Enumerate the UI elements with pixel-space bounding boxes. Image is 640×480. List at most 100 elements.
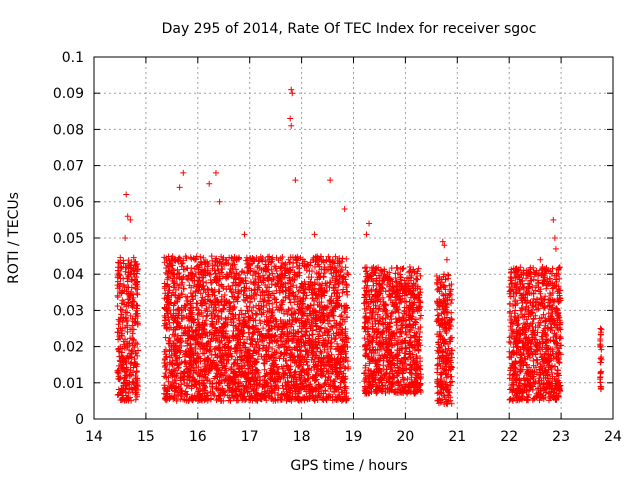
data-point — [116, 272, 123, 279]
data-point — [311, 231, 318, 238]
data-point — [184, 294, 191, 301]
data-point — [129, 378, 136, 385]
data-point — [334, 294, 341, 301]
data-point — [128, 354, 135, 361]
data-point — [207, 343, 214, 350]
data-point — [203, 313, 210, 320]
data-point — [176, 184, 183, 191]
data-point — [123, 317, 130, 324]
data-point — [414, 276, 421, 283]
data-point — [189, 293, 196, 300]
data-point — [128, 335, 135, 342]
data-point — [115, 259, 122, 266]
data-point — [114, 302, 121, 309]
data-point — [126, 346, 133, 353]
data-point — [121, 341, 128, 348]
data-point — [131, 270, 138, 277]
data-point — [327, 177, 334, 184]
data-point — [128, 326, 135, 333]
data-point — [243, 303, 250, 310]
data-point — [123, 372, 130, 379]
data-point — [131, 384, 138, 391]
data-point — [250, 304, 257, 311]
data-point — [134, 320, 141, 327]
data-point — [132, 387, 139, 394]
data-point — [238, 307, 245, 314]
data-point — [119, 307, 126, 314]
data-point — [114, 267, 121, 274]
data-point — [118, 385, 125, 392]
data-point — [117, 325, 124, 332]
data-point — [400, 265, 407, 272]
data-point — [344, 270, 351, 277]
data-point — [127, 353, 134, 360]
data-point — [123, 191, 130, 198]
data-point — [393, 264, 400, 271]
data-point — [338, 312, 345, 319]
data-point — [124, 395, 131, 402]
data-point — [447, 334, 454, 341]
data-point — [443, 256, 450, 263]
data-point — [124, 213, 131, 220]
data-point — [128, 258, 135, 265]
data-point — [124, 309, 131, 316]
data-point — [130, 303, 137, 310]
data-point — [130, 379, 137, 386]
data-point — [133, 279, 140, 286]
data-point — [342, 264, 349, 271]
data-point — [115, 321, 122, 328]
data-point — [131, 344, 138, 351]
data-point — [133, 368, 140, 375]
data-point — [120, 298, 127, 305]
data-point — [133, 305, 140, 312]
data-point — [231, 359, 238, 366]
data-point — [123, 366, 130, 373]
data-point — [134, 391, 141, 398]
data-point — [328, 323, 335, 330]
data-point — [128, 360, 135, 367]
data-point — [118, 363, 125, 370]
data-point — [115, 346, 122, 353]
data-point — [445, 272, 452, 279]
data-point — [218, 367, 225, 374]
data-point — [245, 329, 252, 336]
data-point — [132, 396, 139, 403]
data-point — [117, 335, 124, 342]
data-point — [134, 313, 141, 320]
data-point — [120, 275, 127, 282]
data-point — [287, 115, 294, 122]
data-point — [114, 285, 121, 292]
data-point — [128, 268, 135, 275]
data-point — [242, 297, 249, 304]
data-point — [133, 274, 140, 281]
data-point — [417, 315, 424, 322]
data-point — [321, 270, 328, 277]
data-point — [131, 298, 138, 305]
data-point — [253, 311, 260, 318]
data-point — [434, 365, 441, 372]
data-point — [127, 291, 134, 298]
data-point — [366, 220, 373, 227]
data-point — [130, 254, 137, 261]
data-point — [132, 360, 139, 367]
data-point — [256, 317, 263, 324]
data-point — [434, 355, 441, 362]
chart-title: Day 295 of 2014, Rate Of TEC Index for r… — [162, 21, 537, 37]
data-point — [134, 283, 141, 290]
data-point — [134, 278, 141, 285]
data-point — [125, 260, 132, 267]
data-point — [128, 347, 135, 354]
data-point — [337, 313, 344, 320]
data-point — [116, 271, 123, 278]
data-point — [162, 334, 169, 341]
data-point — [117, 390, 124, 397]
data-point — [229, 282, 236, 289]
data-point — [127, 312, 134, 319]
data-point — [133, 290, 140, 297]
data-point — [122, 336, 129, 343]
data-point — [229, 353, 236, 360]
data-point — [124, 284, 131, 291]
data-point — [127, 216, 134, 223]
data-point — [114, 292, 121, 299]
